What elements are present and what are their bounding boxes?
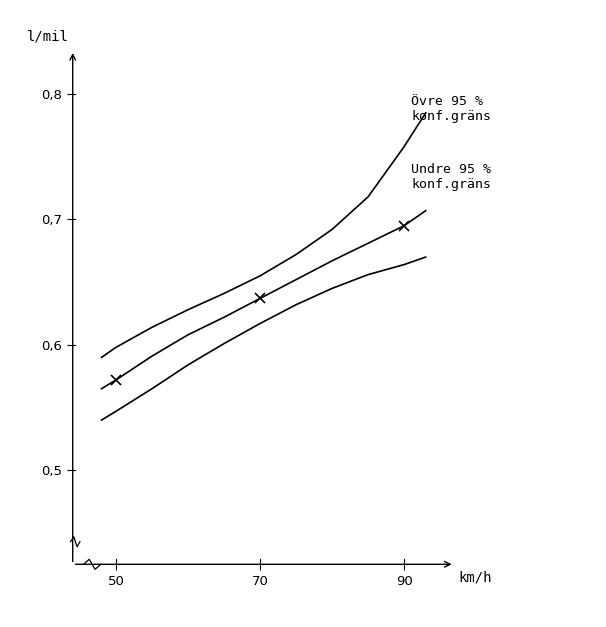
Text: km/h: km/h — [458, 571, 491, 584]
Text: l/mil: l/mil — [27, 30, 69, 44]
Text: Undre 95 %
konf.gräns: Undre 95 % konf.gräns — [411, 163, 491, 191]
Text: Övre 95 %
konf.gräns: Övre 95 % konf.gräns — [411, 95, 491, 123]
